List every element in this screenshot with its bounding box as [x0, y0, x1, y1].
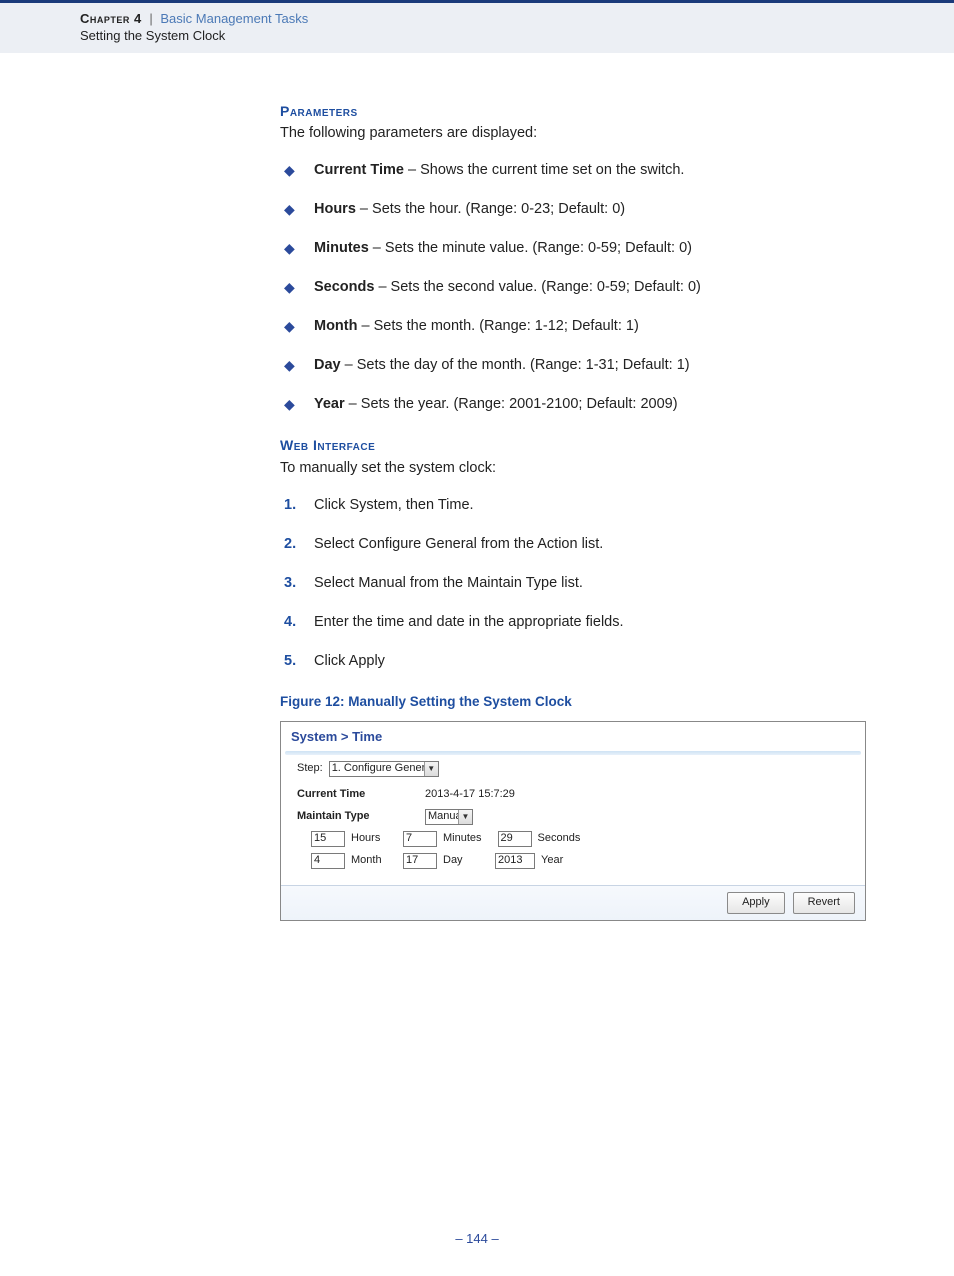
- param-name: Year: [314, 396, 345, 412]
- param-name: Seconds: [314, 279, 374, 295]
- day-input[interactable]: 17: [403, 853, 437, 869]
- minutes-label: Minutes: [443, 831, 492, 847]
- apply-button[interactable]: Apply: [727, 892, 785, 914]
- step-row: Step: 1. Configure General ▼: [281, 761, 865, 783]
- header-line1: Chapter 4 | Basic Management Tasks: [80, 11, 954, 26]
- param-desc: – Sets the minute value. (Range: 0-59; D…: [369, 240, 692, 256]
- param-name: Minutes: [314, 240, 369, 256]
- date-row: 4 Month 17 Day 2013 Year: [297, 853, 849, 869]
- panel-body: Current Time 2013-4-17 15:7:29 Maintain …: [281, 783, 865, 885]
- panel-divider: [285, 751, 861, 755]
- step-select-value: 1. Configure General: [332, 761, 434, 777]
- param-desc: – Sets the second value. (Range: 0-59; D…: [374, 279, 700, 295]
- current-time-row: Current Time 2013-4-17 15:7:29: [297, 787, 849, 803]
- year-input[interactable]: 2013: [495, 853, 535, 869]
- year-label: Year: [541, 853, 587, 869]
- parameters-list: Current Time – Shows the current time se…: [280, 160, 874, 415]
- param-desc: – Sets the day of the month. (Range: 1-3…: [341, 357, 690, 373]
- param-name: Current Time: [314, 162, 404, 178]
- hours-input[interactable]: 15: [311, 831, 345, 847]
- step-item: Click System, then Time.: [280, 495, 874, 516]
- panel-footer: Apply Revert: [281, 885, 865, 920]
- web-interface-heading: Web Interface: [280, 435, 874, 455]
- separator: |: [149, 11, 152, 26]
- step-item: Select Manual from the Maintain Type lis…: [280, 573, 874, 594]
- list-item: Hours – Sets the hour. (Range: 0-23; Def…: [280, 199, 874, 220]
- screenshot-panel: System > Time Step: 1. Configure General…: [280, 721, 866, 921]
- param-name: Hours: [314, 201, 356, 217]
- steps-list: Click System, then Time. Select Configur…: [280, 495, 874, 672]
- page-header: Chapter 4 | Basic Management Tasks Setti…: [0, 0, 954, 53]
- month-label: Month: [351, 853, 397, 869]
- figure-caption: Figure 12: Manually Setting the System C…: [280, 692, 874, 712]
- month-input[interactable]: 4: [311, 853, 345, 869]
- list-item: Current Time – Shows the current time se…: [280, 160, 874, 181]
- chevron-down-icon: ▼: [458, 810, 472, 824]
- page-number: – 144 –: [0, 1231, 954, 1276]
- param-desc: – Sets the hour. (Range: 0-23; Default: …: [356, 201, 625, 217]
- maintain-type-label: Maintain Type: [297, 809, 425, 825]
- current-time-label: Current Time: [297, 787, 425, 803]
- web-interface-intro: To manually set the system clock:: [280, 458, 874, 479]
- day-label: Day: [443, 853, 489, 869]
- step-item: Click Apply: [280, 651, 874, 672]
- panel-title: System > Time: [281, 722, 865, 751]
- list-item: Month – Sets the month. (Range: 1-12; De…: [280, 316, 874, 337]
- param-name: Day: [314, 357, 341, 373]
- minutes-input[interactable]: 7: [403, 831, 437, 847]
- header-title: Basic Management Tasks: [160, 11, 308, 26]
- param-desc: – Sets the month. (Range: 1-12; Default:…: [357, 318, 638, 334]
- list-item: Minutes – Sets the minute value. (Range:…: [280, 238, 874, 259]
- parameters-intro: The following parameters are displayed:: [280, 123, 874, 144]
- chapter-label: Chapter 4: [80, 11, 142, 26]
- maintain-type-row: Maintain Type Manual ▼: [297, 809, 849, 825]
- header-subtitle: Setting the System Clock: [80, 28, 954, 43]
- parameters-heading: Parameters: [280, 101, 874, 121]
- current-time-value: 2013-4-17 15:7:29: [425, 787, 515, 803]
- list-item: Year – Sets the year. (Range: 2001-2100;…: [280, 394, 874, 415]
- param-desc: – Shows the current time set on the swit…: [404, 162, 684, 178]
- revert-button[interactable]: Revert: [793, 892, 855, 914]
- step-label: Step:: [297, 761, 323, 777]
- step-item: Select Configure General from the Action…: [280, 534, 874, 555]
- param-desc: – Sets the year. (Range: 2001-2100; Defa…: [345, 396, 678, 412]
- hours-label: Hours: [351, 831, 397, 847]
- step-item: Enter the time and date in the appropria…: [280, 612, 874, 633]
- param-name: Month: [314, 318, 357, 334]
- time-row: 15 Hours 7 Minutes 29 Seconds: [297, 831, 849, 847]
- seconds-input[interactable]: 29: [498, 831, 532, 847]
- content: Parameters The following parameters are …: [0, 53, 954, 961]
- list-item: Day – Sets the day of the month. (Range:…: [280, 355, 874, 376]
- chevron-down-icon: ▼: [424, 762, 438, 776]
- step-select[interactable]: 1. Configure General ▼: [329, 761, 439, 777]
- list-item: Seconds – Sets the second value. (Range:…: [280, 277, 874, 298]
- maintain-type-select[interactable]: Manual ▼: [425, 809, 473, 825]
- seconds-label: Seconds: [538, 831, 591, 847]
